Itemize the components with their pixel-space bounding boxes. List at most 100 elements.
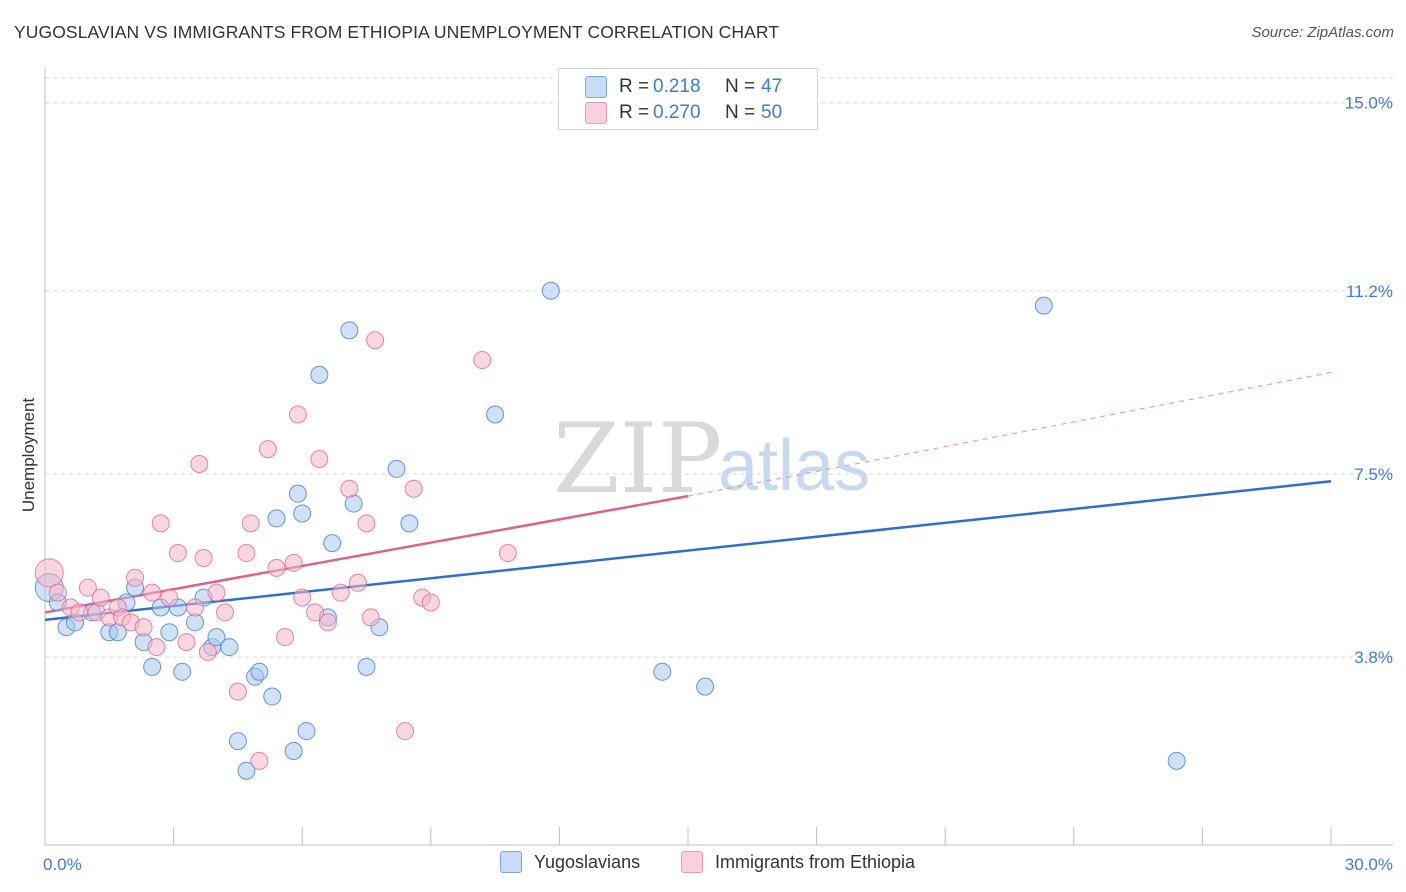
- y-tick-label: 7.5%: [1354, 465, 1393, 484]
- point-yugoslavians: [344, 494, 363, 513]
- point-yugoslavians: [228, 732, 247, 751]
- point-ethiopia: [207, 583, 226, 602]
- watermark-atlas: atlas: [718, 426, 870, 506]
- point-ethiopia: [284, 553, 303, 572]
- point-yugoslavians: [237, 761, 256, 780]
- point-ethiopia: [134, 618, 153, 637]
- trendline-ethiopia: [44, 494, 689, 614]
- point-ethiopia: [404, 479, 423, 498]
- point-ethiopia: [357, 514, 376, 533]
- point-yugoslavians: [297, 722, 316, 741]
- gridlines: [45, 77, 1393, 658]
- legend-r-value: 0.270: [653, 102, 701, 123]
- point-yugoslavians: [288, 484, 307, 503]
- point-yugoslavians: [1167, 751, 1186, 770]
- legend-item-ethiopia[interactable]: Immigrants from Ethiopia: [681, 851, 915, 873]
- point-yugoslavians: [160, 623, 179, 642]
- point-ethiopia: [366, 331, 385, 350]
- point-ethiopia: [306, 603, 325, 622]
- source-label: Source: ZipAtlas.com: [1251, 24, 1394, 41]
- point-ethiopia: [498, 544, 517, 563]
- point-ethiopia: [70, 603, 89, 622]
- legend-swatch-pink: [681, 851, 703, 873]
- legend-label-yugoslavians: Yugoslavians: [534, 851, 641, 872]
- point-ethiopia: [276, 628, 295, 647]
- point-ethiopia: [147, 638, 166, 657]
- data-points: [34, 281, 1186, 780]
- point-yugoslavians: [293, 504, 312, 523]
- point-ethiopia: [473, 351, 492, 370]
- point-ethiopia: [241, 514, 260, 533]
- point-ethiopia: [258, 440, 277, 459]
- y-tick-label: 11.2%: [1346, 282, 1393, 301]
- tick-labels: 3.8% 7.5% 11.2% 15.0% 0.0% 30.0%: [43, 94, 1393, 874]
- axes: [44, 68, 1393, 846]
- legend-n-label: N =: [725, 102, 756, 123]
- legend-r-label: R =: [619, 76, 650, 97]
- legend-swatch-blue: [500, 851, 522, 873]
- point-ethiopia: [143, 583, 162, 602]
- legend-r-label: R =: [619, 102, 650, 123]
- point-ethiopia: [91, 588, 110, 607]
- point-ethiopia: [267, 558, 286, 577]
- point-ethiopia: [288, 405, 307, 424]
- legend-n-value: 50: [761, 102, 783, 123]
- x-tick-label: 0.0%: [43, 855, 82, 874]
- y-tick-label: 3.8%: [1354, 648, 1393, 667]
- point-yugoslavians: [323, 534, 342, 553]
- point-yugoslavians: [263, 687, 282, 706]
- point-ethiopia: [228, 682, 247, 701]
- point-yugoslavians: [1034, 296, 1053, 315]
- point-yugoslavians: [387, 459, 406, 478]
- point-yugoslavians: [310, 365, 329, 384]
- point-ethiopia: [151, 514, 170, 533]
- legend-row-yugoslavians: R = 0.218 N = 47: [585, 75, 782, 99]
- point-ethiopia: [237, 544, 256, 563]
- legend-row-ethiopia: R = 0.270 N = 50: [585, 101, 782, 125]
- y-axis-label: Unemployment: [19, 398, 38, 513]
- point-ethiopia: [310, 450, 329, 469]
- point-ethiopia: [293, 588, 312, 607]
- point-yugoslavians: [207, 628, 226, 647]
- point-ethiopia: [160, 588, 179, 607]
- point-ethiopia: [216, 603, 235, 622]
- point-ethiopia: [340, 479, 359, 498]
- point-ethiopia: [190, 454, 209, 473]
- legend-swatch-blue: [585, 76, 607, 98]
- point-ethiopia: [421, 593, 440, 612]
- point-ethiopia: [186, 598, 205, 617]
- point-yugoslavians: [284, 741, 303, 760]
- point-ethiopia: [198, 643, 217, 662]
- point-yugoslavians: [696, 677, 715, 696]
- legend-r-value: 0.218: [653, 76, 701, 97]
- chart-title: YUGOSLAVIAN VS IMMIGRANTS FROM ETHIOPIA …: [14, 22, 780, 42]
- x-tick-label: 30.0%: [1345, 855, 1393, 874]
- legend-label-ethiopia: Immigrants from Ethiopia: [715, 851, 916, 872]
- trendline-yugoslavians: [44, 480, 1332, 622]
- watermark-zip: ZIP: [553, 403, 722, 515]
- legend-swatch-pink: [585, 102, 607, 124]
- point-yugoslavians: [173, 662, 192, 681]
- point-yugoslavians: [143, 657, 162, 676]
- point-yugoslavians: [400, 514, 419, 533]
- stats-legend: R = 0.218 N = 47 R = 0.270 N = 50: [558, 68, 818, 130]
- point-ethiopia: [194, 548, 213, 567]
- point-ethiopia: [177, 633, 196, 652]
- point-yugoslavians: [250, 662, 269, 681]
- point-ethiopia: [126, 568, 145, 587]
- point-ethiopia: [331, 583, 350, 602]
- point-yugoslavians: [653, 662, 672, 681]
- watermark: ZIP atlas: [553, 403, 870, 515]
- point-ethiopia: [348, 573, 367, 592]
- y-tick-label: 15.0%: [1345, 94, 1393, 113]
- point-ethiopia: [250, 751, 269, 770]
- legend-item-yugoslavians[interactable]: Yugoslavians: [500, 851, 640, 873]
- point-ethiopia: [168, 544, 187, 563]
- point-ethiopia: [48, 583, 67, 602]
- point-ethiopia: [34, 558, 64, 588]
- point-yugoslavians: [357, 657, 376, 676]
- legend-n-value: 47: [761, 76, 783, 97]
- point-yugoslavians: [541, 281, 560, 300]
- point-ethiopia: [318, 613, 337, 632]
